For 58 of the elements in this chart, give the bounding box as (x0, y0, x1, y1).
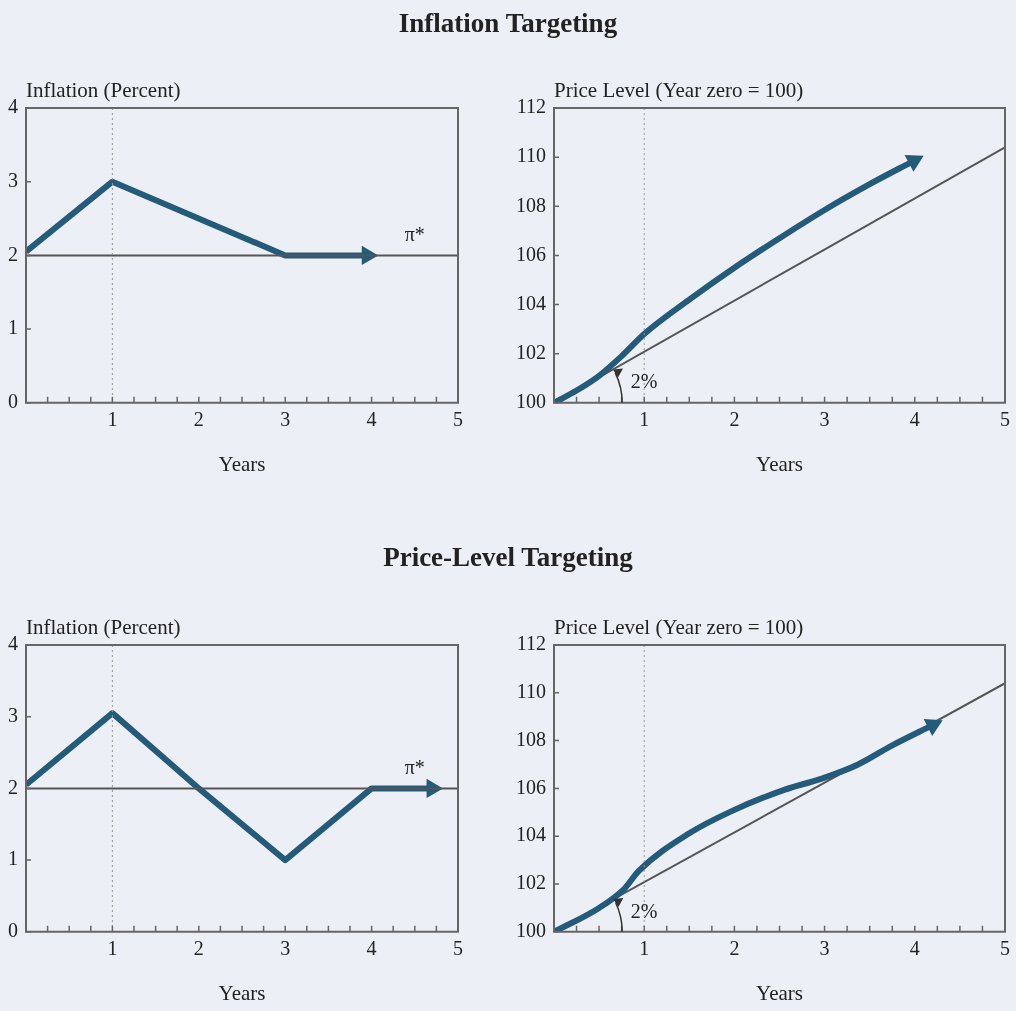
chart-title: Inflation Targeting (397, 8, 619, 39)
y-tick-label: 2 (8, 775, 18, 798)
x-tick-label: 3 (280, 937, 291, 960)
y-tick-label: 112 (516, 95, 546, 118)
y-tick-label: 2 (8, 242, 18, 265)
y-tick-label: 100 (516, 390, 546, 413)
y-tick-label: 110 (516, 144, 546, 167)
y-axis-title: Inflation (Percent) (26, 78, 181, 103)
y-tick-label: 3 (8, 703, 18, 726)
x-tick-label: 5 (453, 937, 463, 960)
y-tick-label: 0 (8, 919, 18, 942)
x-tick-label: 1 (107, 408, 118, 431)
y-tick-label: 100 (516, 919, 546, 942)
y-axis-title: Price Level (Year zero = 100) (554, 78, 804, 103)
x-tick-label: 3 (819, 408, 830, 431)
y-tick-label: 1 (8, 316, 18, 339)
y-tick-label: 110 (516, 680, 546, 703)
x-tick-label: 2 (729, 937, 740, 960)
y-tick-label: 108 (516, 727, 546, 750)
chart-title: Price-Level Targeting (382, 542, 634, 573)
y-tick-label: 106 (516, 242, 546, 265)
y-tick-label: 102 (516, 871, 546, 894)
x-tick-label: 1 (639, 937, 650, 960)
ref-line-label: π* (404, 222, 425, 245)
y-tick-label: 0 (8, 390, 18, 413)
y-tick-label: 4 (8, 632, 18, 655)
y-tick-label: 112 (516, 632, 546, 655)
x-tick-label: 1 (639, 408, 650, 431)
x-tick-label: 2 (193, 937, 204, 960)
x-tick-label: 4 (909, 937, 920, 960)
x-tick-label: 3 (819, 937, 830, 960)
x-axis-title: Years (756, 451, 803, 476)
x-tick-label: 5 (453, 408, 463, 431)
y-tick-label: 102 (516, 340, 546, 363)
x-axis-title: Years (756, 980, 803, 1005)
annotation: 2% (630, 899, 658, 922)
x-tick-label: 2 (193, 408, 204, 431)
x-tick-label: 2 (729, 408, 740, 431)
y-axis-title: Inflation (Percent) (26, 615, 181, 640)
y-tick-label: 3 (8, 168, 18, 191)
y-tick-label: 104 (516, 291, 546, 314)
x-axis-title: Years (218, 980, 266, 1005)
ref-line-label: π* (404, 755, 425, 778)
x-tick-label: 1 (107, 937, 118, 960)
x-tick-label: 4 (909, 408, 920, 431)
x-axis-title: Years (218, 451, 266, 476)
y-tick-label: 108 (516, 193, 546, 216)
x-tick-label: 4 (366, 937, 377, 960)
y-tick-label: 4 (8, 95, 18, 118)
y-tick-label: 106 (516, 775, 546, 798)
x-tick-label: 4 (366, 408, 377, 431)
y-axis-title: Price Level (Year zero = 100) (554, 615, 804, 640)
x-tick-label: 5 (1000, 408, 1010, 431)
x-tick-label: 3 (280, 408, 291, 431)
y-tick-label: 1 (8, 847, 18, 870)
x-tick-label: 5 (1000, 937, 1010, 960)
annotation: 2% (630, 370, 658, 393)
y-tick-label: 104 (516, 823, 546, 846)
